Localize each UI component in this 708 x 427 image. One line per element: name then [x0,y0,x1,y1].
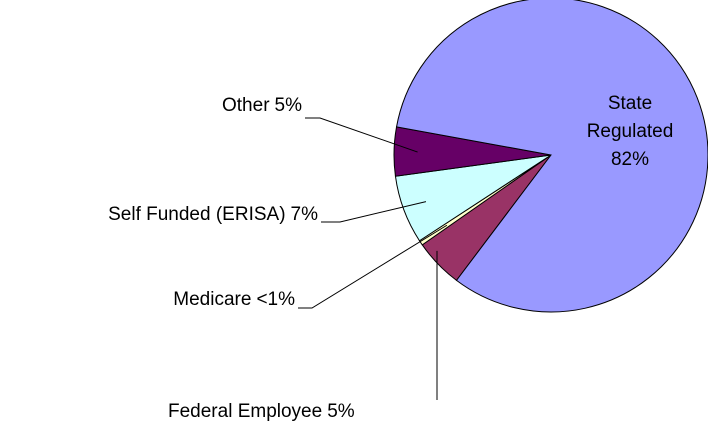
leader-line [298,224,448,309]
leader-line [305,117,418,153]
slice-label: Medicare <1% [173,289,295,310]
slice-label: Federal Employee 5% [168,401,355,422]
pie-slice [395,0,708,313]
slice-label-text: State Regulated 82% [565,90,695,174]
slice-value: 82% [610,149,650,170]
slice-value: 5% [327,401,355,422]
slice-name: State Regulated [586,93,674,142]
slice-label: State Regulated 82% [565,90,695,174]
leader-line [321,201,427,223]
slice-label: Other 5% [222,95,302,116]
slice-name: Other [222,95,270,116]
slice-name: Federal Employee [168,401,322,422]
slice-name: Self Funded (ERISA) [108,204,285,225]
slice-name: Medicare [173,289,251,310]
slice-label: Self Funded (ERISA) 7% [108,204,318,225]
slice-value: 7% [291,204,319,225]
slice-value: 5% [275,95,303,116]
slice-value: <1% [256,289,295,310]
